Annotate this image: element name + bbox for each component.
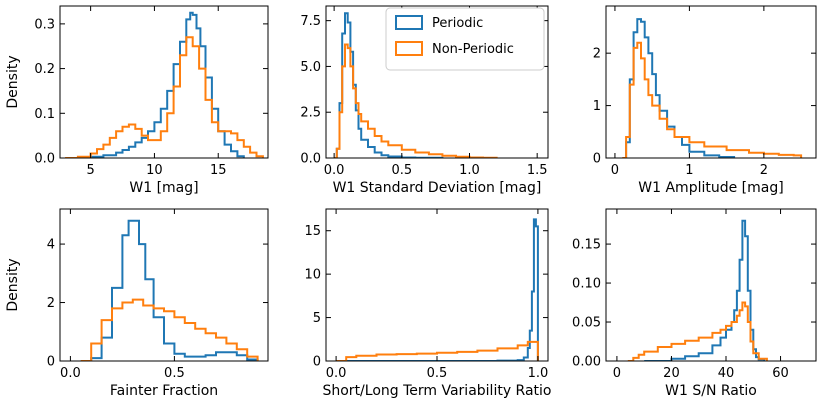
- axes-frame: [59, 5, 269, 159]
- y-tick-label: 0.10: [572, 277, 601, 292]
- series-nonperiodic-line: [334, 43, 498, 158]
- y-tick-label: 4: [47, 238, 55, 253]
- panel-5: 0.0 0.5 1.0 0 5 10 15 Short/Long Term Variabili…: [304, 208, 552, 399]
- y-tick-label: 10: [304, 268, 321, 283]
- x-tick-label: 20: [663, 366, 680, 381]
- y-tick-label: 0: [47, 355, 55, 370]
- x-tick-label: 0.5: [427, 366, 448, 381]
- series-nonperiodic-line: [65, 36, 264, 158]
- y-tick-label: 15: [304, 224, 321, 239]
- series-nonperiodic-line: [336, 340, 539, 361]
- y-tick-label: 5: [313, 311, 321, 326]
- x-tick-label: 2: [760, 163, 768, 178]
- x-tick-label: 0: [611, 163, 619, 178]
- axes-frame: [59, 208, 269, 362]
- panel-6: 0 20 40 60 0.00 0.05 0.10 0.15 W1 S/N Ratio: [572, 208, 817, 399]
- x-tick-label: 1.0: [528, 366, 549, 381]
- series-periodic-line: [336, 218, 539, 361]
- axes-frame: [605, 208, 817, 362]
- x-tick-label: 0.5: [391, 163, 412, 178]
- x-tick-label: 60: [772, 366, 789, 381]
- y-tick-label: 0.3: [34, 17, 55, 32]
- x-tick-label: 0.0: [60, 366, 81, 381]
- x-tick-label: 0.0: [326, 366, 347, 381]
- x-axis-label: W1 Amplitude [mag]: [638, 180, 783, 196]
- series-periodic-line: [80, 219, 259, 361]
- y-tick-label: 1: [593, 99, 601, 114]
- legend-label-periodic: Periodic: [432, 16, 483, 31]
- x-axis-label: W1 [mag]: [129, 180, 198, 196]
- x-tick-label: 15: [210, 163, 227, 178]
- x-axis-label: Short/Long Term Variability Ratio: [322, 383, 551, 399]
- panel-2: 0.0 0.5 1.0 1.5 0.0 2.5 5.0 7.5 W1 Standard Devi…: [300, 5, 549, 196]
- series-periodic-line: [644, 219, 766, 361]
- x-tick-label: 0.0: [324, 163, 345, 178]
- y-tick-label: 2.5: [300, 106, 321, 121]
- x-tick-label: 0.5: [164, 366, 185, 381]
- series-nonperiodic-line: [622, 41, 803, 158]
- y-tick-label: 0: [593, 152, 601, 167]
- y-tick-label: 0.2: [34, 62, 55, 77]
- x-tick-label: 1: [685, 163, 693, 178]
- legend-swatch-nonperiodic: [395, 41, 423, 56]
- axes-frame: [325, 208, 549, 362]
- panel-4: 0.0 0.5 0 2 4 Fainter Fraction Density: [5, 208, 269, 399]
- y-tick-label: 0.0: [300, 152, 321, 167]
- legend: Periodic Non-Periodic: [385, 7, 545, 71]
- legend-label-nonperiodic: Non-Periodic: [432, 42, 514, 57]
- x-tick-label: 10: [146, 163, 163, 178]
- y-tick-label: 7.5: [300, 14, 321, 29]
- y-axis-label: Density: [5, 55, 21, 108]
- x-tick-label: 0: [613, 366, 621, 381]
- series-nonperiodic-line: [80, 298, 259, 361]
- y-tick-label: 0.05: [572, 316, 601, 331]
- y-axis-label: Density: [5, 258, 21, 311]
- x-axis-label: W1 Standard Deviation [mag]: [333, 180, 542, 196]
- legend-box: [385, 7, 545, 71]
- legend-swatch-periodic: [395, 15, 423, 30]
- x-tick-label: 1.5: [527, 163, 548, 178]
- y-tick-label: 0.15: [572, 238, 601, 253]
- y-tick-label: 0.0: [34, 152, 55, 167]
- panel-3: 0 1 2 0 1 2 W1 Amplitude [mag]: [593, 5, 817, 196]
- y-tick-label: 0.00: [572, 355, 601, 370]
- y-tick-label: 2: [593, 47, 601, 62]
- y-tick-label: 2: [47, 296, 55, 311]
- axes-frame: [605, 5, 817, 159]
- y-tick-label: 5.0: [300, 60, 321, 75]
- axes-frame: [325, 5, 549, 159]
- y-tick-label: 0.1: [34, 107, 55, 122]
- x-tick-label: 40: [718, 366, 735, 381]
- series-nonperiodic-line: [627, 301, 768, 361]
- x-axis-label: W1 S/N Ratio: [665, 383, 757, 399]
- panel-1: 5 10 15 0.0 0.1 0.2 0.3 W1 [mag] Density: [5, 5, 269, 196]
- y-tick-label: 0: [313, 355, 321, 370]
- x-tick-label: 1.0: [459, 163, 480, 178]
- x-axis-label: Fainter Fraction: [110, 383, 218, 399]
- x-tick-label: 5: [86, 163, 94, 178]
